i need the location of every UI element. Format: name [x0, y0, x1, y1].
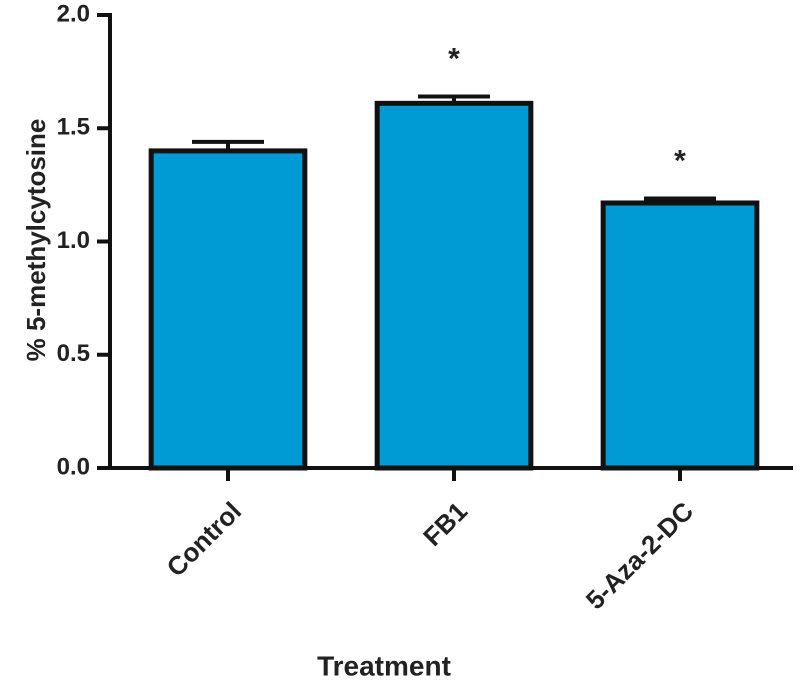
x-tick-label: FB1: [417, 496, 473, 552]
x-tick-label: Control: [161, 496, 248, 583]
bar: [374, 100, 534, 471]
y-tick-label: 0.0: [57, 453, 90, 480]
y-tick-label: 0.5: [57, 340, 90, 367]
bar: [148, 148, 308, 471]
bar: [600, 200, 760, 471]
y-axis-label: % 5-methylcytosine: [21, 119, 51, 362]
y-tick-label: 1.0: [57, 227, 90, 254]
significance-marker: *: [448, 42, 460, 75]
x-axis-label: Treatment: [317, 650, 451, 681]
y-tick-label: 2.0: [57, 0, 90, 27]
y-tick-label: 1.5: [57, 114, 90, 141]
significance-marker: *: [674, 144, 686, 177]
x-tick-label: 5-Aza-2-DC: [580, 496, 699, 615]
